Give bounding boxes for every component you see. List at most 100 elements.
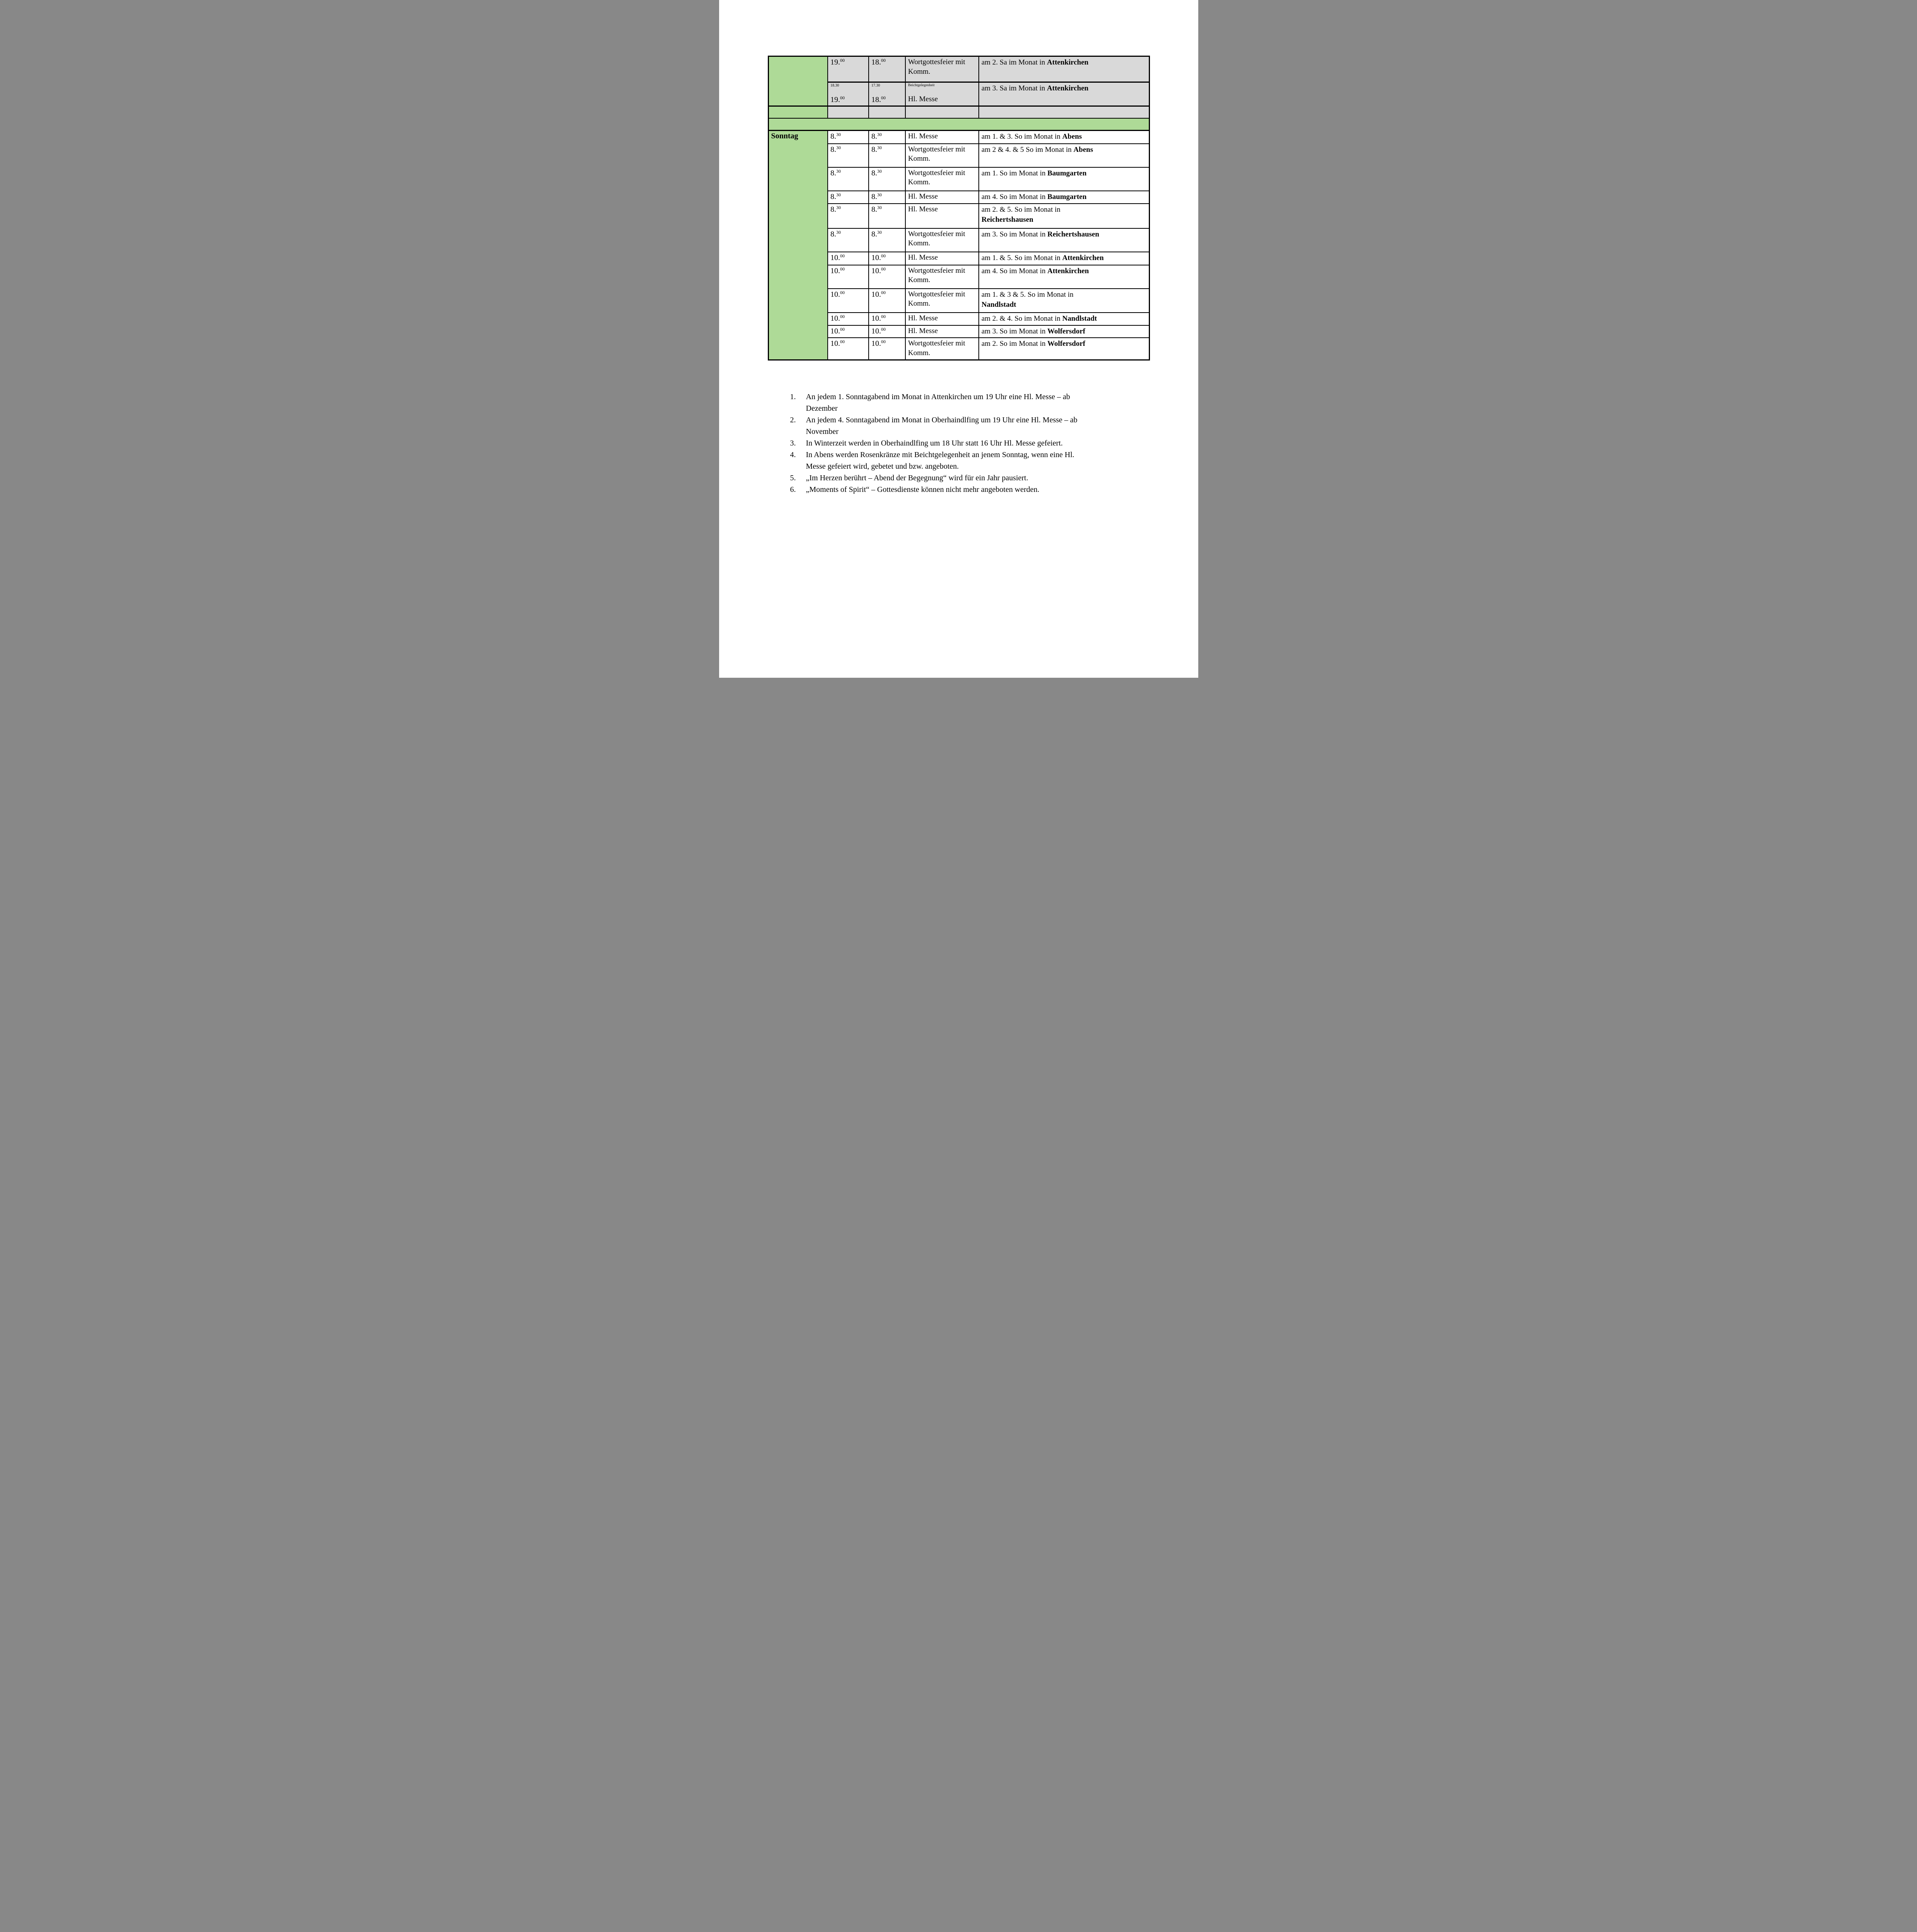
- time-col1-cell: 10.00: [827, 264, 869, 289]
- separator-row: [768, 117, 1150, 131]
- table-row: 8.30 8.30 Hl. Messe am 2. & 5. So im Mon…: [768, 203, 1150, 229]
- footnotes-list: 1. An jedem 1. Sonntagabend im Monat in …: [790, 391, 1146, 495]
- place-name: Nandlstadt: [1062, 314, 1097, 323]
- list-item-number: 4.: [790, 451, 796, 459]
- table-row: 18.30 19.00 17.30 18.00 Beichtgelegenhei…: [768, 82, 1150, 107]
- time-col1-cell: 10.00: [827, 251, 869, 265]
- service-cell: Wortgottesfeier mit Komm.: [905, 56, 979, 83]
- service-cell: Hl. Messe: [905, 130, 979, 144]
- list-item: 4. In Abens werden Rosenkränze mit Beich…: [790, 449, 1146, 472]
- day-cell-sunday: Sonntag: [768, 130, 828, 361]
- place-name: Wolfersdorf: [1047, 327, 1085, 335]
- list-item-number: 6.: [790, 485, 796, 494]
- day-label: Sonntag: [771, 132, 798, 140]
- service-cell: Hl. Messe: [905, 325, 979, 338]
- time-col2-cell: 8.30: [868, 190, 906, 204]
- place-name: Baumgarten: [1047, 169, 1087, 177]
- service-cell: Wortgottesfeier mit Komm.: [905, 167, 979, 191]
- day-cell-saturday: [768, 56, 828, 107]
- note-cell: am 1. So im Monat in Baumgarten: [978, 167, 1150, 191]
- table-row: 8.30 8.30 Wortgottesfeier mit Komm. am 3…: [768, 228, 1150, 252]
- time-col2-cell: 10.00: [868, 337, 906, 361]
- service-cell: Hl. Messe: [905, 190, 979, 204]
- table-row: 10.00 10.00 Hl. Messe am 3. So im Monat …: [768, 325, 1150, 338]
- note-cell: am 3. So im Monat in Wolfersdorf: [978, 325, 1150, 338]
- table-row: 19.00 18.00 Wortgottesfeier mit Komm. am…: [768, 56, 1150, 107]
- note-cell: am 1. & 3 & 5. So im Monat in Nandlstadt: [978, 288, 1150, 313]
- place-name: Wolfersdorf: [1047, 340, 1085, 348]
- service-cell: Beichtgelegenheit Hl. Messe: [905, 82, 979, 107]
- table-row: 8.30 8.30 Wortgottesfeier mit Komm. am 1…: [768, 167, 1150, 191]
- note-cell: am 2. So im Monat in Wolfersdorf: [978, 337, 1150, 361]
- place-name: Abens: [1073, 145, 1093, 154]
- document-page: 19.00 18.00 Wortgottesfeier mit Komm. am…: [719, 0, 1198, 678]
- time-col2-cell: 10.00: [868, 325, 906, 338]
- table-row: 8.30 8.30 Wortgottesfeier mit Komm. am 2…: [768, 143, 1150, 168]
- time-col2-cell: 10.00: [868, 264, 906, 289]
- service-cell: Wortgottesfeier mit Komm.: [905, 337, 979, 361]
- service-cell: Wortgottesfeier mit Komm.: [905, 143, 979, 168]
- time-col1-cell: [827, 105, 869, 119]
- place-name: Attenkirchen: [1047, 58, 1089, 66]
- table-row: 8.30 8.30 Hl. Messe am 4. So im Monat in…: [768, 190, 1150, 204]
- list-item: 6. „Moments of Spirit“ – Gottesdienste k…: [790, 484, 1146, 495]
- time-col2-cell: 10.00: [868, 312, 906, 326]
- note-cell: am 3. So im Monat in Reichertshausen: [978, 228, 1150, 252]
- place-name: Baumgarten: [1047, 192, 1087, 201]
- time-col2-cell: 8.30: [868, 130, 906, 144]
- time-col1-cell: 8.30: [827, 203, 869, 229]
- list-item: 1. An jedem 1. Sonntagabend im Monat in …: [790, 391, 1146, 414]
- place-name: Abens: [1062, 133, 1082, 141]
- list-item-number: 1.: [790, 393, 796, 401]
- list-item-number: 2.: [790, 416, 796, 424]
- table-row: 10.00 10.00 Hl. Messe am 2. & 4. So im M…: [768, 312, 1150, 326]
- service-cell: Hl. Messe: [905, 312, 979, 326]
- note-cell: am 2. & 4. So im Monat in Nandlstadt: [978, 312, 1150, 326]
- time-col2-cell: 8.30: [868, 167, 906, 191]
- place-name: Attenkirchen: [1062, 253, 1104, 262]
- note-cell: am 4. So im Monat in Attenkirchen: [978, 264, 1150, 289]
- list-item-number: 3.: [790, 439, 796, 447]
- note-cell: am 2 & 4. & 5 So im Monat in Abens: [978, 143, 1150, 168]
- time-col2-cell: 10.00: [868, 288, 906, 313]
- time-col1-cell: 10.00: [827, 337, 869, 361]
- table-row: Sonntag 8.30 8.30 Hl. Messe am 1. & 3. S…: [768, 130, 1150, 361]
- time-col2-cell: 17.30 18.00: [868, 82, 906, 107]
- time-col1-cell: 18.30 19.00: [827, 82, 869, 107]
- table-row: 10.00 10.00 Wortgottesfeier mit Komm. am…: [768, 264, 1150, 289]
- time-col1-cell: 10.00: [827, 312, 869, 326]
- time-col2-cell: [868, 105, 906, 119]
- time-col2-cell: 10.00: [868, 251, 906, 265]
- list-item: 2. An jedem 4. Sonntagabend im Monat in …: [790, 414, 1146, 437]
- table-row: 10.00 10.00 Hl. Messe am 1. & 5. So im M…: [768, 251, 1150, 265]
- service-cell: Wortgottesfeier mit Komm.: [905, 288, 979, 313]
- note-cell: am 1. & 3. So im Monat in Abens: [978, 130, 1150, 144]
- time-col2-cell: 8.30: [868, 203, 906, 229]
- separator-cell: [768, 117, 1150, 131]
- table-row: 10.00 10.00 Wortgottesfeier mit Komm. am…: [768, 337, 1150, 361]
- service-cell: Wortgottesfeier mit Komm.: [905, 228, 979, 252]
- day-cell-empty: [768, 105, 828, 119]
- time-col1-cell: 19.00: [827, 56, 869, 83]
- time-col2-cell: 8.30: [868, 143, 906, 168]
- place-name: Reichertshausen: [1047, 230, 1099, 238]
- schedule-table: 19.00 18.00 Wortgottesfeier mit Komm. am…: [767, 56, 1150, 361]
- service-cell: Wortgottesfeier mit Komm.: [905, 264, 979, 289]
- table-row-empty: [768, 105, 1150, 119]
- time-col1-cell: 8.30: [827, 167, 869, 191]
- note-cell: am 3. Sa im Monat in Attenkirchen: [978, 82, 1150, 107]
- place-name: Nandlstadt: [981, 301, 1016, 309]
- note-cell: am 2. Sa im Monat in Attenkirchen: [978, 56, 1150, 83]
- list-item-number: 5.: [790, 474, 796, 482]
- time-col1-cell: 10.00: [827, 288, 869, 313]
- time-col2-cell: 8.30: [868, 228, 906, 252]
- time-col1-cell: 8.30: [827, 130, 869, 144]
- time-col2-cell: 18.00: [868, 56, 906, 83]
- note-cell: am 4. So im Monat in Baumgarten: [978, 190, 1150, 204]
- time-col1-cell: 8.30: [827, 143, 869, 168]
- place-name: Attenkirchen: [1047, 84, 1089, 92]
- note-cell: am 2. & 5. So im Monat in Reichertshausen: [978, 203, 1150, 229]
- list-item: 3. In Winterzeit werden in Oberhaindlfin…: [790, 437, 1146, 449]
- place-name: Attenkirchen: [1047, 267, 1089, 275]
- time-col1-cell: 10.00: [827, 325, 869, 338]
